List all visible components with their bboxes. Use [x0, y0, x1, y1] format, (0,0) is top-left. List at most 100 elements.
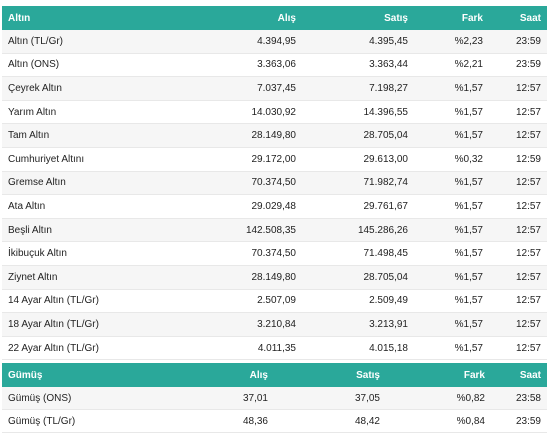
- silver-price-table: Gümüş Alış Satış Fark Saat Gümüş (ONS) 37…: [2, 363, 547, 433]
- gold-table-row[interactable]: 18 Ayar Altın (TL/Gr) 3.210,84 3.213,91 %1,…: [2, 312, 547, 337]
- gold-table-row[interactable]: Tam Altın 28.149,80 28.705,04 %1,57 12:57: [2, 123, 547, 148]
- gold-cell-change: %1,57: [414, 194, 489, 219]
- gold-cell-change: %1,57: [414, 171, 489, 196]
- gold-cell-sell: 28.705,04: [302, 123, 414, 148]
- silver-header-name[interactable]: Gümüş: [2, 363, 152, 387]
- gold-cell-change: %1,57: [414, 76, 489, 101]
- gold-cell-sell: 71.982,74: [302, 171, 414, 196]
- gold-cell-name: Altın (TL/Gr): [2, 30, 152, 54]
- gold-cell-name: 14 Ayar Altın (TL/Gr): [2, 289, 152, 314]
- silver-header-sell[interactable]: Satış: [274, 363, 386, 387]
- gold-table-row[interactable]: Altın (TL/Gr) 4.394,95 4.395,45 %2,23 23:59: [2, 30, 547, 54]
- silver-table-row[interactable]: Gümüş (TL/Gr) 48,36 48,42 %0,84 23:59: [2, 409, 547, 433]
- gold-cell-buy: 70.374,50: [152, 171, 302, 196]
- gold-cell-buy: 3.363,06: [152, 53, 302, 78]
- gold-table-row[interactable]: Cumhuriyet Altını 29.172,00 29.613,00 %0,32…: [2, 147, 547, 172]
- gold-cell-sell: 4.395,45: [302, 30, 414, 54]
- silver-cell-time: 23:58: [491, 387, 547, 410]
- silver-cell-buy: 48,36: [152, 409, 274, 433]
- silver-cell-buy: 37,01: [152, 387, 274, 410]
- gold-cell-change: %1,57: [414, 241, 489, 266]
- gold-cell-change: %0,32: [414, 147, 489, 172]
- gold-cell-time: 12:57: [489, 336, 547, 361]
- gold-cell-buy: 29.172,00: [152, 147, 302, 172]
- gold-cell-sell: 4.015,18: [302, 336, 414, 361]
- gold-cell-name: Gremse Altın: [2, 171, 152, 196]
- gold-table-row[interactable]: Yarım Altın 14.030,92 14.396,55 %1,57 12:57: [2, 100, 547, 125]
- gold-header-sell[interactable]: Satış: [302, 6, 414, 30]
- gold-cell-time: 12:57: [489, 241, 547, 266]
- gold-cell-name: Ata Altın: [2, 194, 152, 219]
- silver-header-buy[interactable]: Alış: [152, 363, 274, 387]
- gold-cell-time: 12:57: [489, 171, 547, 196]
- gold-cell-sell: 7.198,27: [302, 76, 414, 101]
- gold-cell-name: 22 Ayar Altın (TL/Gr): [2, 336, 152, 361]
- silver-cell-change: %0,82: [386, 387, 491, 410]
- gold-cell-change: %1,57: [414, 218, 489, 243]
- gold-table-row[interactable]: Ata Altın 29.029,48 29.761,67 %1,57 12:57: [2, 194, 547, 219]
- silver-header-change[interactable]: Fark: [386, 363, 491, 387]
- silver-cell-sell: 37,05: [274, 387, 386, 410]
- gold-cell-sell: 29.761,67: [302, 194, 414, 219]
- gold-cell-change: %1,57: [414, 312, 489, 337]
- gold-cell-buy: 2.507,09: [152, 289, 302, 314]
- gold-header-name[interactable]: Altın: [2, 6, 152, 30]
- gold-cell-sell: 3.213,91: [302, 312, 414, 337]
- gold-header-buy[interactable]: Alış: [152, 6, 302, 30]
- gold-header-time[interactable]: Saat: [489, 6, 547, 30]
- gold-cell-name: Çeyrek Altın: [2, 76, 152, 101]
- gold-cell-time: 23:59: [489, 30, 547, 54]
- gold-cell-change: %1,57: [414, 123, 489, 148]
- gold-cell-time: 12:57: [489, 265, 547, 290]
- gold-table-row[interactable]: 14 Ayar Altın (TL/Gr) 2.507,09 2.509,49 %1,…: [2, 289, 547, 314]
- gold-cell-time: 12:57: [489, 218, 547, 243]
- gold-cell-time: 12:59: [489, 147, 547, 172]
- gold-cell-name: 18 Ayar Altın (TL/Gr): [2, 312, 152, 337]
- gold-cell-name: Tam Altın: [2, 123, 152, 148]
- gold-cell-time: 23:59: [489, 53, 547, 78]
- gold-table-row[interactable]: Gremse Altın 70.374,50 71.982,74 %1,57 12:57: [2, 171, 547, 196]
- gold-cell-change: %2,21: [414, 53, 489, 78]
- gold-cell-name: Cumhuriyet Altını: [2, 147, 152, 172]
- silver-header-time[interactable]: Saat: [491, 363, 547, 387]
- gold-cell-buy: 14.030,92: [152, 100, 302, 125]
- gold-cell-change: %1,57: [414, 289, 489, 314]
- gold-cell-buy: 7.037,45: [152, 76, 302, 101]
- gold-cell-time: 12:57: [489, 76, 547, 101]
- gold-cell-change: %1,57: [414, 100, 489, 125]
- silver-table-row[interactable]: Gümüş (ONS) 37,01 37,05 %0,82 23:58: [2, 387, 547, 410]
- gold-cell-buy: 70.374,50: [152, 241, 302, 266]
- gold-cell-buy: 4.011,35: [152, 336, 302, 361]
- gold-cell-change: %1,57: [414, 265, 489, 290]
- gold-table-row[interactable]: Çeyrek Altın 7.037,45 7.198,27 %1,57 12:57: [2, 76, 547, 101]
- gold-cell-time: 12:57: [489, 194, 547, 219]
- gold-cell-sell: 28.705,04: [302, 265, 414, 290]
- gold-cell-time: 12:57: [489, 100, 547, 125]
- silver-cell-name: Gümüş (TL/Gr): [2, 409, 152, 433]
- silver-header-row: Gümüş Alış Satış Fark Saat: [2, 363, 547, 387]
- gold-cell-sell: 29.613,00: [302, 147, 414, 172]
- gold-price-table: Altın Alış Satış Fark Saat Altın (TL/Gr)…: [2, 6, 547, 361]
- gold-table-row[interactable]: Beşli Altın 142.508,35 145.286,26 %1,57 12:5…: [2, 218, 547, 243]
- gold-cell-sell: 2.509,49: [302, 289, 414, 314]
- gold-cell-time: 12:57: [489, 312, 547, 337]
- gold-cell-sell: 14.396,55: [302, 100, 414, 125]
- gold-cell-buy: 28.149,80: [152, 265, 302, 290]
- gold-cell-name: Beşli Altın: [2, 218, 152, 243]
- silver-cell-name: Gümüş (ONS): [2, 387, 152, 410]
- gold-cell-buy: 28.149,80: [152, 123, 302, 148]
- gold-table-row[interactable]: Ziynet Altın 28.149,80 28.705,04 %1,57 12:57: [2, 265, 547, 290]
- gold-cell-name: Altın (ONS): [2, 53, 152, 78]
- gold-table-row[interactable]: İkibuçuk Altın 70.374,50 71.498,45 %1,57 12:…: [2, 241, 547, 266]
- gold-cell-sell: 3.363,44: [302, 53, 414, 78]
- gold-header-change[interactable]: Fark: [414, 6, 489, 30]
- gold-table-row[interactable]: 22 Ayar Altın (TL/Gr) 4.011,35 4.015,18 %1,…: [2, 336, 547, 361]
- gold-cell-sell: 145.286,26: [302, 218, 414, 243]
- gold-cell-time: 12:57: [489, 123, 547, 148]
- silver-cell-sell: 48,42: [274, 409, 386, 433]
- gold-table-row[interactable]: Altın (ONS) 3.363,06 3.363,44 %2,21 23:59: [2, 53, 547, 78]
- gold-cell-buy: 29.029,48: [152, 194, 302, 219]
- gold-cell-buy: 3.210,84: [152, 312, 302, 337]
- gold-cell-name: Yarım Altın: [2, 100, 152, 125]
- gold-cell-name: Ziynet Altın: [2, 265, 152, 290]
